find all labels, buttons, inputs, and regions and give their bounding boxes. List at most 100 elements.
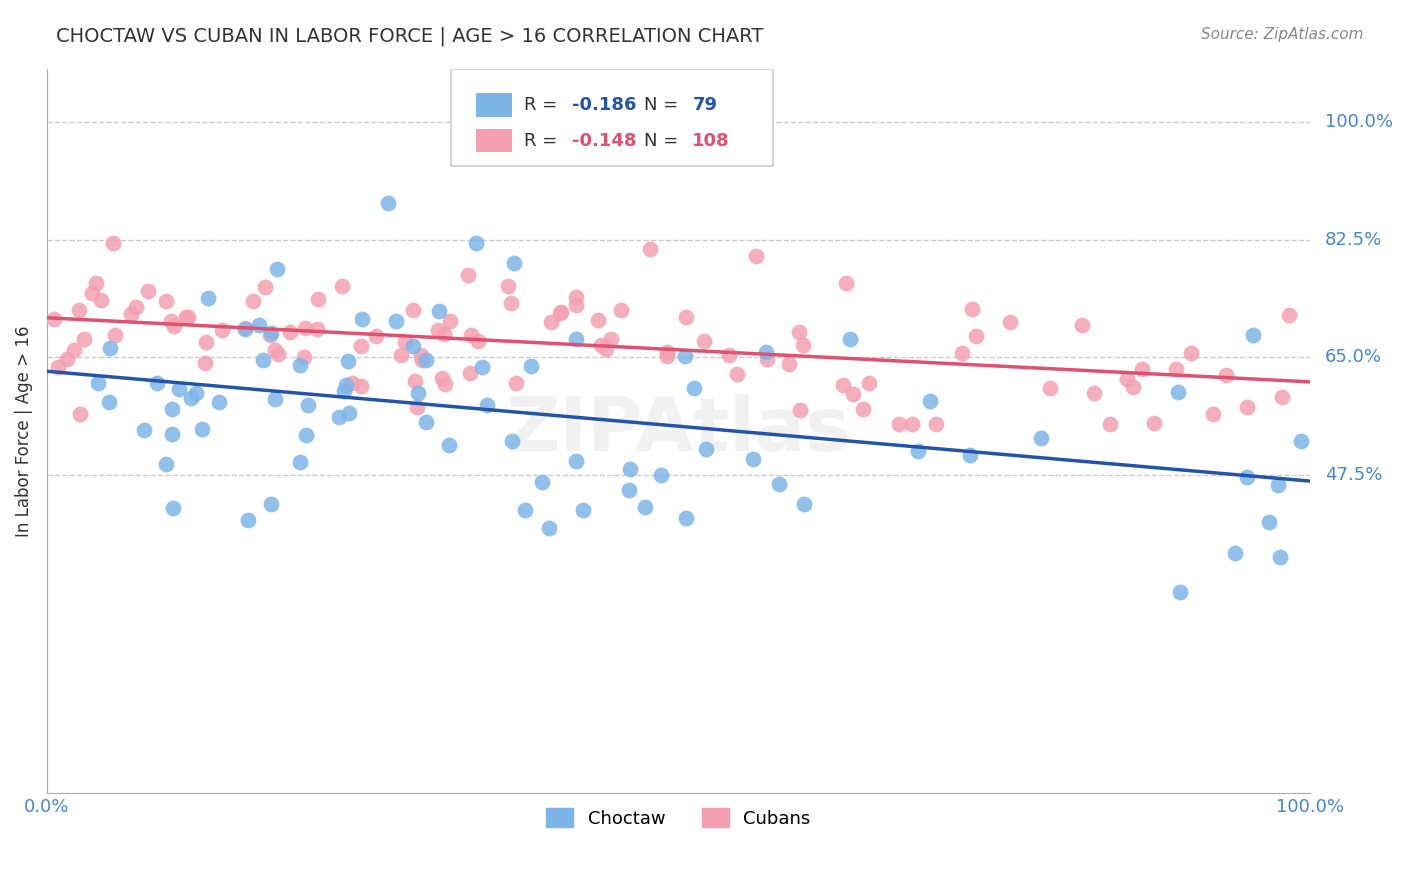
Point: [1223, 546, 1246, 560]
Point: [655, 350, 678, 364]
Point: [67, 302, 90, 317]
Point: [82, 286, 104, 301]
Point: [266, 347, 288, 361]
Point: [673, 350, 696, 364]
Point: [155, 293, 177, 308]
Point: [404, 374, 426, 388]
Point: [177, 310, 200, 325]
Point: [405, 401, 427, 415]
Point: [136, 284, 159, 298]
Point: [655, 345, 678, 359]
Point: [609, 303, 631, 318]
Point: [260, 497, 283, 511]
Point: [755, 352, 778, 367]
Point: [564, 290, 586, 304]
Point: [1098, 417, 1121, 432]
Point: [901, 417, 924, 432]
Point: [180, 391, 202, 405]
Point: [394, 335, 416, 350]
Text: ZIPAtlas: ZIPAtlas: [506, 394, 851, 467]
Text: R =: R =: [524, 132, 564, 150]
Y-axis label: In Labor Force | Age > 16: In Labor Force | Age > 16: [15, 326, 32, 537]
Point: [634, 500, 657, 514]
Point: [460, 328, 482, 343]
Point: [146, 376, 169, 390]
Point: [695, 442, 717, 456]
Point: [377, 195, 399, 210]
Point: [197, 291, 219, 305]
Point: [768, 476, 790, 491]
Point: [55, 351, 77, 366]
Point: [918, 393, 941, 408]
Point: [159, 314, 181, 328]
Point: [501, 434, 523, 448]
Point: [174, 310, 197, 325]
Point: [167, 382, 190, 396]
Point: [266, 262, 288, 277]
Point: [755, 345, 778, 359]
Point: [211, 323, 233, 337]
Point: [1116, 372, 1139, 386]
Point: [330, 278, 353, 293]
Point: [340, 376, 363, 390]
Point: [471, 359, 494, 374]
Point: [682, 381, 704, 395]
Point: [402, 303, 425, 318]
Point: [548, 306, 571, 320]
Point: [467, 334, 489, 348]
Point: [63, 343, 86, 357]
Point: [162, 500, 184, 515]
Point: [550, 305, 572, 319]
Point: [98, 341, 121, 355]
Point: [295, 427, 318, 442]
Point: [264, 392, 287, 407]
Point: [1122, 379, 1144, 393]
Point: [998, 315, 1021, 329]
Point: [42, 311, 65, 326]
Text: 100.0%: 100.0%: [1324, 113, 1393, 131]
Point: [693, 334, 716, 348]
Point: [475, 399, 498, 413]
Point: [1258, 515, 1281, 529]
Point: [465, 235, 488, 250]
Point: [835, 276, 858, 290]
Point: [1164, 362, 1187, 376]
Point: [842, 386, 865, 401]
Text: N =: N =: [644, 132, 685, 150]
Point: [789, 402, 811, 417]
Point: [432, 326, 454, 341]
Point: [427, 322, 450, 336]
Point: [513, 502, 536, 516]
Point: [235, 322, 257, 336]
Point: [499, 296, 522, 310]
Point: [406, 386, 429, 401]
Point: [120, 307, 142, 321]
Point: [160, 402, 183, 417]
Point: [430, 370, 453, 384]
Point: [925, 417, 948, 432]
Point: [586, 313, 609, 327]
Point: [290, 358, 312, 372]
Point: [1277, 308, 1299, 322]
FancyBboxPatch shape: [477, 94, 512, 117]
Point: [86, 376, 108, 390]
Point: [263, 343, 285, 357]
Point: [194, 356, 217, 370]
Text: 65.0%: 65.0%: [1324, 348, 1382, 366]
Text: N =: N =: [644, 96, 685, 114]
Point: [364, 329, 387, 343]
Point: [792, 338, 814, 352]
Point: [236, 512, 259, 526]
Point: [564, 298, 586, 312]
Point: [960, 301, 983, 316]
Point: [242, 294, 264, 309]
Point: [458, 366, 481, 380]
Point: [288, 454, 311, 468]
Text: -0.148: -0.148: [572, 132, 637, 150]
Point: [184, 385, 207, 400]
Point: [531, 475, 554, 490]
Point: [90, 293, 112, 307]
Point: [69, 408, 91, 422]
Point: [350, 312, 373, 326]
Point: [600, 332, 623, 346]
